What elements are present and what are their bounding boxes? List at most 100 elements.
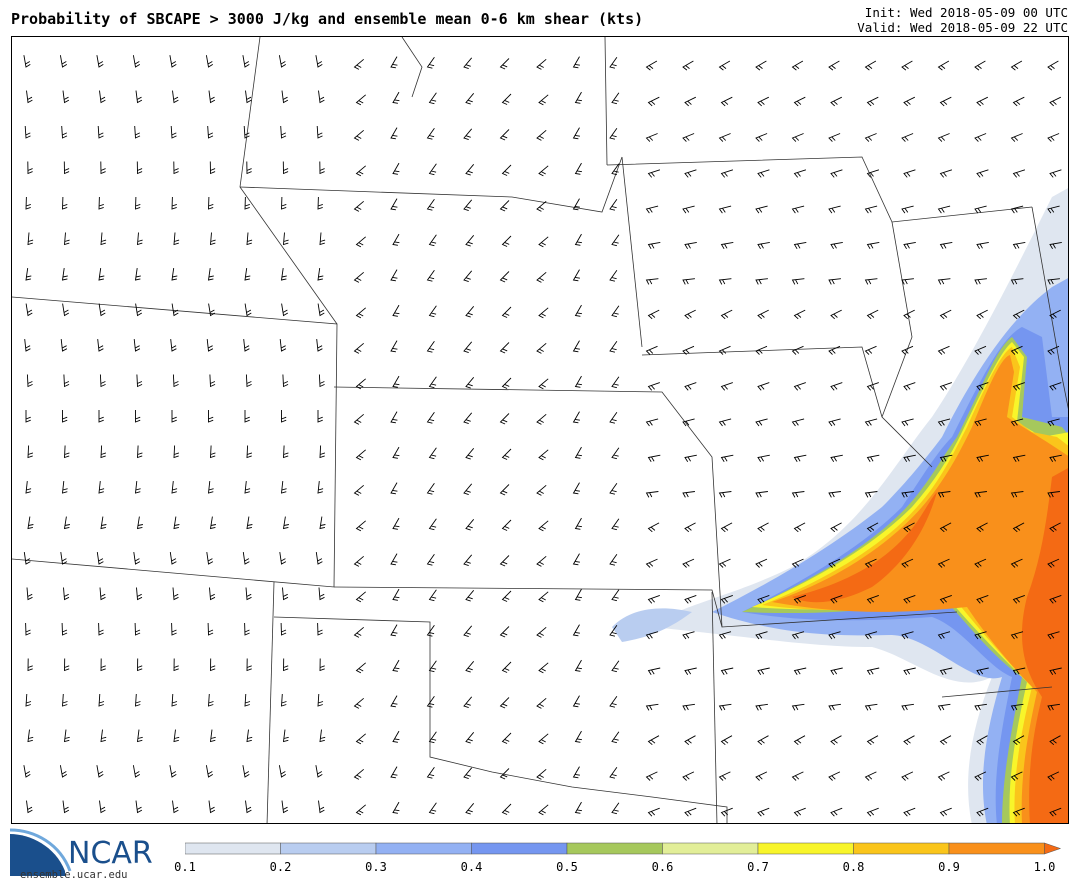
wind-barb — [208, 800, 216, 814]
wind-barb — [684, 735, 696, 746]
wind-barb — [100, 658, 106, 672]
wind-barb — [465, 164, 475, 176]
wind-barb — [828, 558, 841, 568]
wind-barb — [317, 410, 323, 423]
wind-barb — [98, 622, 104, 636]
wind-barb — [757, 241, 770, 250]
wind-barb — [937, 491, 951, 498]
wind-barb — [1047, 278, 1060, 285]
wind-barb — [392, 659, 400, 672]
wind-barb — [757, 169, 770, 178]
wind-barb — [864, 133, 877, 142]
wind-barb — [392, 517, 400, 530]
wind-barb — [426, 695, 435, 708]
wind-barb — [645, 205, 659, 214]
wind-barb — [718, 491, 732, 498]
wind-barb — [755, 558, 768, 568]
wind-barb — [465, 377, 475, 389]
wind-barb — [572, 198, 580, 211]
wind-barb — [171, 693, 178, 707]
wind-barb — [903, 807, 916, 817]
wind-barb — [136, 516, 143, 530]
wind-barb — [1012, 382, 1025, 391]
wind-barb — [757, 522, 769, 533]
wind-barb — [538, 591, 549, 603]
wind-barb — [974, 491, 987, 498]
colorbar-segment — [471, 842, 568, 855]
wind-barb — [755, 703, 768, 711]
wind-barb — [755, 60, 767, 71]
wind-barb — [684, 309, 696, 320]
wind-barb — [501, 519, 512, 531]
wind-barb — [319, 232, 326, 246]
wind-barb — [426, 340, 435, 353]
wind-barb — [136, 587, 143, 601]
wind-barb — [99, 90, 106, 104]
wind-barb — [937, 771, 950, 781]
wind-barb — [63, 161, 70, 175]
wind-barb — [136, 161, 143, 175]
wind-barb — [465, 235, 475, 247]
wind-barb — [499, 200, 510, 212]
wind-barb — [718, 345, 731, 355]
wind-barb — [137, 445, 143, 459]
wind-barb — [574, 375, 582, 388]
wind-barb — [390, 198, 398, 211]
wind-barb — [647, 454, 661, 462]
wind-barb — [209, 516, 216, 530]
wind-barb — [318, 374, 325, 388]
wind-barb — [392, 162, 400, 175]
wind-barb — [317, 303, 325, 317]
wind-barb — [355, 378, 366, 390]
wind-barb — [171, 196, 177, 210]
wind-barb — [246, 161, 252, 175]
wind-barb — [864, 418, 878, 427]
state-boundaries — [12, 37, 1068, 823]
wind-barb — [98, 481, 105, 494]
wind-barb — [572, 482, 580, 495]
wind-barb — [903, 96, 915, 107]
wind-barb — [27, 658, 33, 672]
wind-barb — [572, 340, 580, 353]
wind-barb — [574, 91, 582, 104]
wind-barb — [392, 588, 400, 601]
wind-barb — [864, 491, 878, 498]
wind-barb — [463, 57, 473, 70]
wind-barb — [609, 340, 618, 353]
wind-barb — [791, 703, 805, 711]
wind-barb — [26, 587, 33, 601]
wind-barb — [426, 127, 435, 140]
wind-barb — [463, 767, 473, 780]
wind-barb — [61, 622, 68, 636]
wind-barb — [939, 667, 953, 675]
wind-barb — [171, 268, 178, 281]
wind-barb — [828, 60, 840, 71]
wind-barb — [246, 232, 253, 246]
wind-barb — [645, 133, 658, 142]
wind-barb — [830, 96, 842, 107]
wind-barb — [1049, 807, 1062, 817]
colorbar-tick-label: 0.4 — [460, 860, 483, 874]
wind-barb — [720, 454, 734, 462]
wind-barb — [718, 133, 731, 142]
wind-barbs — [23, 55, 1062, 817]
wind-barb — [135, 800, 143, 814]
wind-barb — [1010, 345, 1023, 355]
wind-barb — [901, 60, 913, 71]
colorbar-segment — [757, 842, 854, 855]
wind-barb — [866, 382, 879, 391]
wind-barb — [718, 703, 732, 711]
wind-barb — [1012, 309, 1025, 320]
wind-barb — [974, 558, 987, 568]
wind-barb — [283, 445, 289, 459]
wind-barb — [244, 196, 250, 210]
wind-barb — [318, 800, 325, 814]
wind-barb — [757, 382, 770, 391]
wind-barb — [828, 491, 841, 498]
wind-barb — [645, 771, 658, 781]
wind-barb — [901, 491, 914, 498]
wind-barb — [501, 732, 512, 744]
wind-barb — [793, 241, 807, 250]
wind-barb — [574, 162, 582, 175]
wind-barb — [63, 374, 70, 388]
